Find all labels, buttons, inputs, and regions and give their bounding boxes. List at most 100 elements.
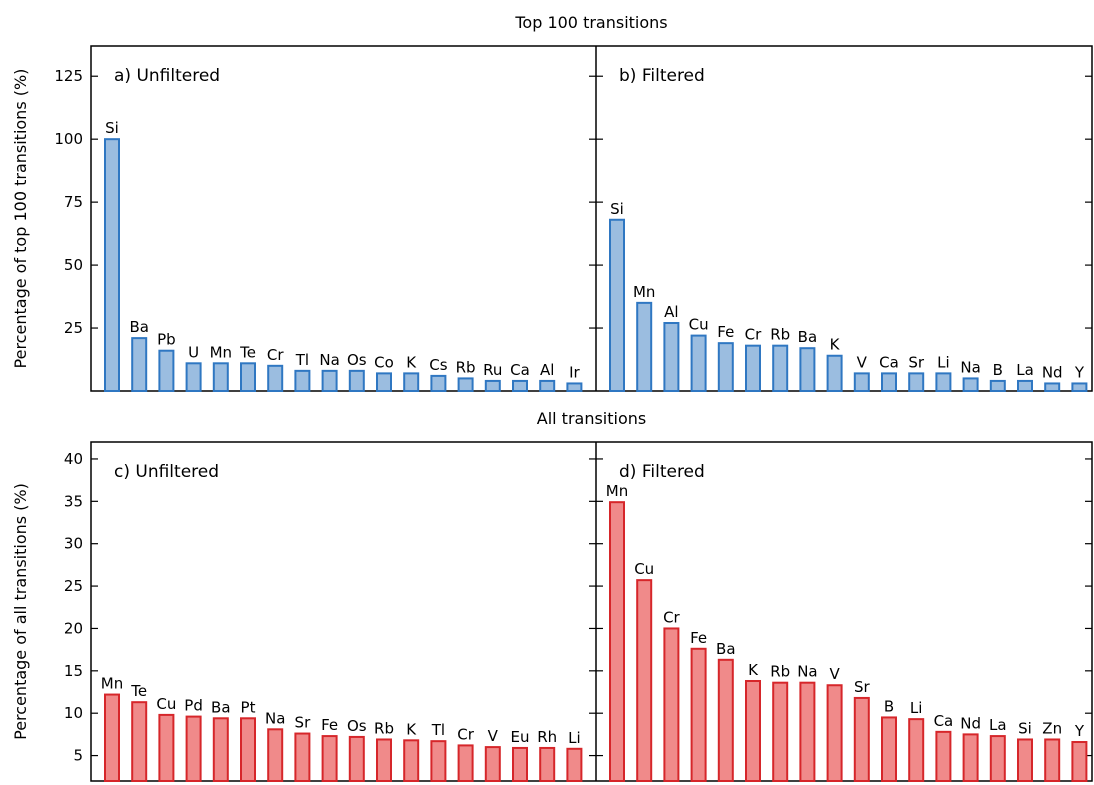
bar-d-sr (853, 696, 870, 783)
bar-label-c-cu: Cu (156, 695, 176, 713)
bar-label-b-sr: Sr (908, 353, 925, 371)
bar-label-b-fe: Fe (717, 323, 734, 341)
y-axis-label-bottom: Percentage of all transitions (%) (11, 483, 30, 740)
bar-a-ca (512, 379, 528, 392)
bar-label-a-ca: Ca (510, 361, 530, 379)
bar-b-al (663, 322, 680, 392)
bar-b-ca (881, 372, 897, 392)
bar-label-b-rb: Rb (770, 326, 790, 344)
bar-label-b-k: K (830, 336, 841, 354)
bar-a-si (104, 138, 120, 392)
plot-frame-row-2 (90, 441, 1093, 782)
bar-label-b-v: V (857, 353, 868, 371)
bar-label-c-rb: Rb (374, 719, 394, 737)
bar-c-os (348, 735, 365, 782)
bar-d-cu (636, 579, 653, 783)
bar-c-tl (430, 740, 447, 782)
bar-label-a-cs: Cs (429, 356, 447, 374)
bar-label-b-na: Na (960, 358, 980, 376)
bar-label-d-cu: Cu (634, 560, 654, 578)
bar-label-d-fe: Fe (690, 629, 707, 647)
bar-a-pb (158, 349, 175, 393)
bar-b-cu (690, 334, 707, 392)
bar-c-ba (212, 717, 229, 782)
bar-a-al (539, 379, 556, 392)
y-tick-label: 5 (73, 747, 83, 765)
bar-label-d-si: Si (1018, 719, 1032, 737)
bar-label-a-al: Al (540, 361, 554, 379)
bar-label-d-nd: Nd (960, 714, 981, 732)
bar-label-b-y: Y (1074, 363, 1085, 381)
y-tick-label: 125 (54, 67, 83, 85)
bar-a-k (403, 372, 420, 392)
bar-c-eu (512, 746, 528, 783)
bar-label-d-sr: Sr (854, 678, 871, 696)
bar-d-y (1071, 741, 1088, 783)
bar-c-pd (185, 715, 202, 783)
bar-b-mn (636, 301, 653, 393)
bar-d-si (1017, 738, 1033, 782)
bar-label-a-co: Co (374, 353, 394, 371)
y-axis-label-top: Percentage of top 100 transitions (%) (11, 69, 30, 369)
bar-label-d-b: B (884, 697, 894, 715)
bar-label-b-b: B (993, 361, 1003, 379)
bar-c-cr (457, 744, 474, 783)
bar-label-a-te: Te (239, 343, 256, 361)
bar-b-v (853, 372, 870, 392)
bar-label-c-pt: Pt (241, 698, 256, 716)
bar-d-la (989, 735, 1006, 783)
bar-label-d-rb: Rb (770, 663, 790, 681)
bar-label-d-la: La (989, 716, 1007, 734)
bar-c-cu (158, 713, 175, 783)
bar-a-ba (131, 337, 148, 393)
bar-label-c-eu: Eu (511, 728, 530, 746)
bar-d-cr (663, 627, 680, 783)
bar-b-sr (908, 372, 925, 392)
bar-label-c-li: Li (568, 729, 581, 747)
bar-b-rb (772, 344, 789, 393)
bar-label-c-te: Te (130, 682, 147, 700)
bar-label-a-ir: Ir (569, 363, 580, 381)
bar-b-y (1071, 382, 1088, 392)
bar-label-d-mn: Mn (606, 482, 628, 500)
bar-c-te (131, 701, 148, 782)
bar-a-ru (484, 379, 501, 392)
y-tick-label: 35 (64, 492, 83, 510)
bar-label-a-os: Os (347, 351, 367, 369)
y-tick-label: 30 (64, 535, 83, 553)
bar-c-rb (376, 738, 392, 782)
bar-d-v (826, 684, 843, 782)
bar-label-b-nd: Nd (1042, 363, 1063, 381)
bar-label-d-y: Y (1074, 722, 1085, 740)
row-title-top: Top 100 transitions (514, 13, 667, 32)
plot-frame-row-1 (90, 45, 1093, 392)
bar-label-c-rh: Rh (537, 728, 557, 746)
bar-label-c-os: Os (347, 717, 367, 735)
bar-label-a-u: U (188, 343, 199, 361)
bar-label-c-k: K (406, 720, 417, 738)
bar-c-sr (294, 732, 311, 782)
bar-a-na (321, 369, 338, 392)
bar-b-k (826, 354, 843, 393)
bar-label-c-pd: Pd (184, 697, 203, 715)
y-tick-label: 100 (54, 130, 83, 148)
bar-c-fe (321, 735, 338, 783)
bar-label-c-cr: Cr (457, 725, 474, 743)
bar-c-v (484, 746, 501, 782)
bar-b-cr (745, 344, 761, 393)
bar-label-c-mn: Mn (101, 675, 123, 693)
plot-layer: 25 50 75 100 125 Si Ba Pb U Mn Te Cr Tl Na Os Co K Cs Rb Ru… (54, 45, 1093, 783)
bar-a-os (348, 369, 365, 392)
bar-d-b (881, 716, 897, 782)
y-tick-label: 40 (64, 450, 83, 468)
y-tick-label: 25 (64, 577, 83, 595)
bar-label-c-sr: Sr (295, 714, 312, 732)
bar-label-a-cr: Cr (267, 346, 284, 364)
bar-label-b-ca: Ca (879, 353, 899, 371)
bar-label-d-ca: Ca (934, 712, 954, 730)
bar-b-b (989, 379, 1006, 392)
y-tick-label: 10 (64, 704, 83, 722)
bar-a-rb (457, 377, 474, 392)
bar-label-d-cr: Cr (663, 608, 680, 626)
